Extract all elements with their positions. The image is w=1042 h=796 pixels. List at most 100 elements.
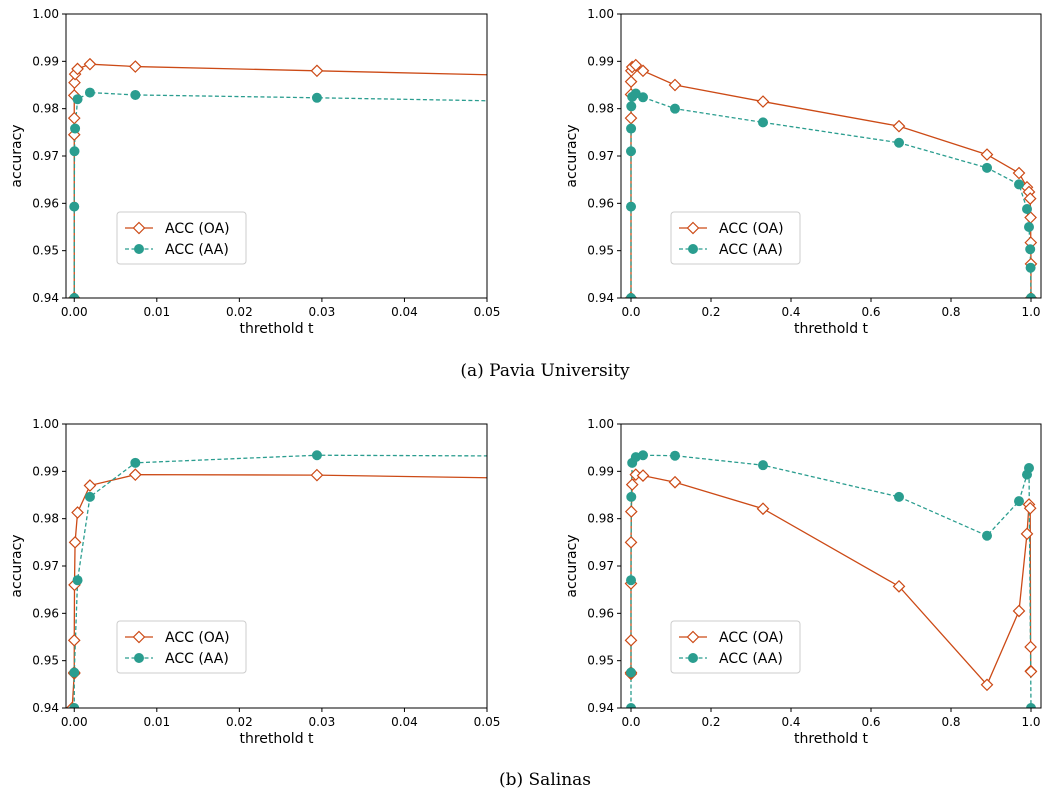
- y-tick-label: 0.98: [587, 512, 614, 526]
- chart-salinas-full: 0.0 0.2 0.4 0.6 0.8 1.0 0.94 0.95 0.96 0.97 0.98 0.…: [564, 417, 1042, 747]
- data-point-oa: [668, 78, 682, 92]
- data-point-aa: [626, 146, 637, 157]
- data-point-aa: [1025, 262, 1036, 273]
- y-tick-label: 0.98: [32, 102, 59, 116]
- legend-label: ACC (AA): [165, 242, 229, 258]
- x-tick-label: 0.0: [621, 715, 640, 729]
- data-point-oa: [1020, 527, 1034, 541]
- chart-pavia-zoom: 0.00 0.01 0.02 0.03 0.04 0.05 0.94 0.95 0.96 0.97…: [9, 7, 501, 337]
- legend-label: ACC (AA): [719, 242, 783, 258]
- series-line-aa: [630, 92, 1032, 298]
- x-axis-label: threthold t: [794, 321, 869, 337]
- data-point-oa: [67, 633, 81, 647]
- data-point-oa: [1024, 665, 1038, 678]
- legend: ACC (OA) ACC (AA): [116, 620, 247, 674]
- data-point-aa: [69, 146, 80, 157]
- data-point-aa: [311, 92, 322, 103]
- x-tick-label: 0.05: [474, 715, 501, 729]
- data-point-oa: [71, 62, 84, 76]
- data-point-aa: [70, 123, 81, 134]
- data-point-oa: [668, 475, 682, 489]
- data-point-oa: [624, 505, 638, 518]
- y-tick-label: 1.00: [587, 417, 614, 431]
- data-point-oa: [636, 469, 650, 482]
- data-point-oa: [624, 111, 638, 125]
- data-point-oa: [128, 60, 142, 73]
- y-tick-label: 0.96: [32, 606, 59, 620]
- data-point-aa: [626, 201, 637, 212]
- legend-marker-oa: [132, 221, 146, 235]
- legend: ACC (OA) ACC (AA): [670, 211, 801, 265]
- y-tick-label: 0.95: [587, 244, 614, 258]
- data-point-oa: [1023, 501, 1037, 515]
- data-point-aa: [894, 491, 905, 502]
- x-tick-label: 0.8: [941, 715, 960, 729]
- x-tick-label: 0.01: [143, 715, 170, 729]
- data-point-aa: [670, 103, 681, 114]
- y-tick-label: 0.96: [587, 606, 614, 620]
- legend-label: ACC (OA): [719, 221, 784, 237]
- y-tick-label: 1.00: [32, 417, 59, 431]
- y-tick-label: 0.95: [587, 654, 614, 668]
- x-tick-label: 0.02: [226, 305, 253, 319]
- y-tick-label: 0.94: [32, 291, 59, 305]
- data-point-oa: [624, 535, 638, 549]
- plot-area: [624, 450, 1038, 708]
- data-point-oa: [67, 111, 81, 125]
- data-point-aa: [84, 87, 95, 98]
- x-tick-label: 0.01: [143, 305, 170, 319]
- data-point-aa: [1024, 463, 1035, 474]
- data-point-aa: [626, 491, 637, 502]
- y-tick-label: 0.97: [587, 559, 614, 573]
- data-point-oa: [636, 64, 650, 78]
- y-tick-label: 0.99: [32, 54, 59, 68]
- y-axis-label: accuracy: [9, 124, 25, 187]
- data-point-aa: [626, 667, 637, 678]
- plot-area: [624, 58, 1038, 298]
- x-tick-label: 0.02: [226, 715, 253, 729]
- data-point-aa: [1014, 179, 1025, 190]
- data-point-aa: [69, 703, 80, 708]
- y-axis-label: accuracy: [9, 534, 25, 597]
- legend-marker-aa: [688, 243, 699, 254]
- y-tick-label: 0.95: [32, 244, 59, 258]
- series-line-aa: [73, 91, 487, 298]
- data-point-oa: [128, 468, 142, 481]
- y-tick-label: 0.96: [32, 196, 59, 210]
- chart-salinas-zoom: 0.00 0.01 0.02 0.03 0.04 0.05 0.94 0.95 0.96 0.97…: [9, 417, 566, 747]
- legend-label: ACC (OA): [165, 630, 230, 646]
- data-point-aa: [626, 101, 637, 112]
- legend-label: ACC (AA): [719, 651, 783, 667]
- data-point-oa: [310, 64, 324, 78]
- y-tick-label: 0.99: [587, 54, 614, 68]
- x-tick-label: 0.03: [309, 715, 336, 729]
- data-point-oa: [83, 479, 97, 492]
- chart-pavia-full: 0.0 0.2 0.4 0.6 0.8 1.0 0.94 0.95 0.96 0.97 0.98 0.…: [564, 7, 1042, 337]
- legend: ACC (OA) ACC (AA): [116, 211, 247, 265]
- data-point-aa: [1026, 703, 1036, 708]
- data-point-aa: [894, 137, 905, 148]
- data-point-aa: [982, 162, 993, 173]
- y-tick-label: 0.98: [32, 512, 59, 526]
- y-tick-label: 0.99: [587, 464, 614, 478]
- data-point-aa: [1025, 244, 1036, 255]
- y-tick-label: 1.00: [587, 7, 614, 21]
- legend-marker-oa: [686, 630, 700, 644]
- data-point-oa: [1024, 640, 1037, 654]
- data-point-oa: [68, 76, 81, 89]
- data-point-aa: [557, 452, 566, 461]
- x-tick-label: 0.05: [474, 305, 501, 319]
- data-point-aa: [1024, 221, 1035, 232]
- y-axis-label: accuracy: [564, 534, 580, 597]
- x-tick-label: 0.8: [941, 305, 960, 319]
- data-point-aa: [1022, 204, 1033, 215]
- x-tick-label: 0.03: [309, 305, 336, 319]
- legend-label: ACC (OA): [719, 630, 784, 646]
- x-tick-label: 0.4: [781, 305, 800, 319]
- data-point-oa: [1012, 166, 1026, 180]
- y-tick-label: 0.94: [587, 291, 614, 305]
- x-tick-label: 0.2: [701, 305, 720, 319]
- data-point-oa: [624, 633, 638, 647]
- caption-b: (b) Salinas: [499, 770, 591, 790]
- data-point-oa: [71, 506, 84, 519]
